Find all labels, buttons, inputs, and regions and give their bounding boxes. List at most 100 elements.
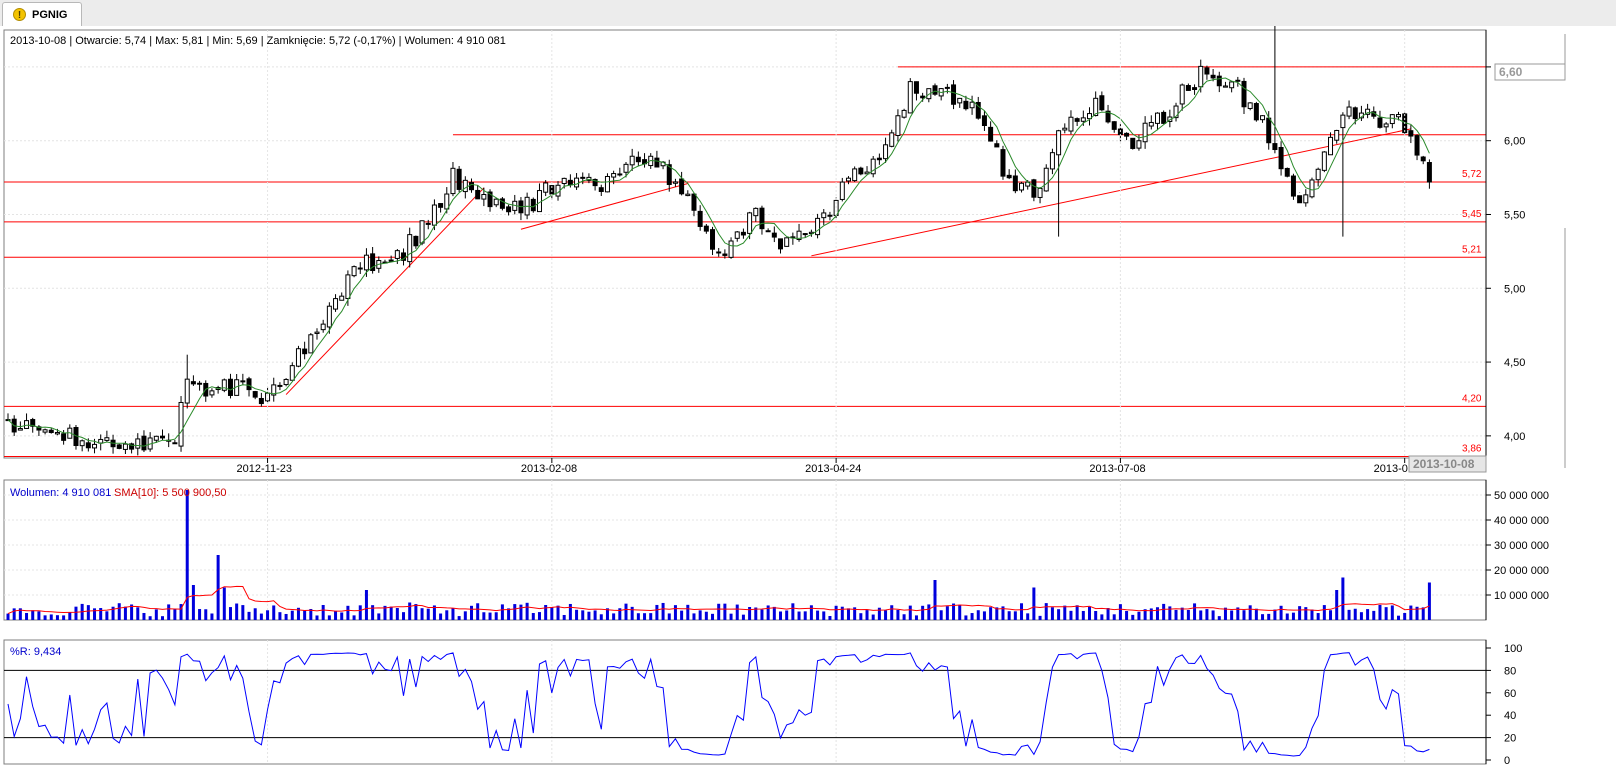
candle-body	[1377, 117, 1383, 128]
candle-body	[1043, 167, 1049, 192]
volume-bar	[327, 615, 331, 620]
volume-bar	[587, 611, 591, 620]
volume-bar	[1168, 606, 1172, 620]
candle-body	[845, 177, 851, 182]
volume-bar	[439, 613, 443, 620]
tab-pgnig[interactable]: ! PGNIG	[2, 2, 82, 26]
volume-bar	[123, 606, 127, 620]
candle-body	[30, 419, 36, 427]
candle-body	[36, 426, 42, 431]
volume-bar	[148, 616, 152, 620]
trend-line[interactable]	[811, 128, 1411, 257]
candle-body	[184, 378, 190, 404]
candle-body	[1031, 179, 1037, 198]
volume-bar	[537, 612, 541, 620]
volume-bar	[568, 603, 572, 620]
volume-bar	[846, 608, 850, 620]
volume-bar	[754, 607, 758, 620]
volume-bar	[49, 614, 53, 620]
williams-tick-label: 20	[1504, 733, 1516, 745]
candle-body	[1056, 130, 1062, 156]
volume-bar	[859, 613, 863, 620]
volume-bar	[303, 610, 307, 620]
candle-body	[487, 191, 493, 208]
volume-bar	[649, 613, 653, 620]
volume-bar	[581, 610, 585, 620]
volume-bar	[142, 612, 146, 620]
volume-bar	[1291, 612, 1295, 620]
trend-line[interactable]	[285, 187, 485, 395]
volume-bar	[1180, 607, 1184, 620]
candle-body	[1179, 84, 1185, 105]
date-tick-label: 2013-04-24	[805, 463, 861, 475]
candle-body	[370, 253, 376, 272]
volume-bar	[136, 607, 140, 620]
candle-body	[271, 384, 277, 396]
candle-body	[1315, 168, 1321, 181]
level-labels: 5,72 5,45 5,21 4,20 3,86	[1462, 169, 1482, 455]
williams-tick-label: 80	[1504, 665, 1516, 677]
volume-bar	[766, 605, 770, 620]
volume-bar	[624, 603, 628, 620]
candle-body	[98, 438, 104, 444]
candle-body	[975, 101, 981, 119]
volume-tick-label: 30 000 000	[1494, 540, 1549, 552]
candle-body	[988, 126, 994, 142]
volume-bar	[494, 612, 498, 620]
volume-bar	[414, 604, 418, 620]
volume-bar	[1162, 603, 1166, 620]
volume-bar	[630, 606, 634, 620]
williams-line	[7, 652, 1430, 757]
candle-body	[815, 217, 821, 236]
volume-grid	[4, 494, 1486, 596]
candle-body	[1408, 130, 1414, 137]
candle-body	[1328, 136, 1334, 156]
volume-bar	[704, 611, 708, 620]
volume-bar	[822, 611, 826, 620]
volume-bar	[1032, 587, 1036, 620]
volume-bar	[982, 611, 986, 620]
candle-body	[759, 207, 765, 230]
volume-bar	[278, 612, 282, 620]
candle-body	[870, 158, 876, 175]
candle-body	[1229, 81, 1235, 89]
volume-bar	[1044, 603, 1048, 620]
volume-bar	[816, 610, 820, 620]
chart-area[interactable]: 5,72 5,45 5,21 4,20 3,86 4,00 4,50 5,00 5,50 6,0…	[0, 26, 1616, 768]
volume-bar	[1347, 609, 1351, 620]
volume-bar	[1353, 608, 1357, 620]
volume-bar	[99, 608, 103, 620]
cursor-date-label: 2013-10-08	[1413, 457, 1475, 471]
volume-bar	[748, 607, 752, 620]
candle-body	[283, 378, 289, 386]
candle-body	[92, 443, 98, 449]
candle-body	[314, 331, 320, 334]
volume-bar	[785, 610, 789, 620]
volume-bar	[989, 607, 993, 620]
candle-body	[85, 442, 91, 449]
volume-bar	[1390, 605, 1394, 620]
candle-body	[747, 212, 753, 234]
volume-bar	[228, 607, 232, 620]
williams-tick-label: 40	[1504, 710, 1516, 722]
trend-line[interactable]	[520, 183, 688, 230]
volume-bars	[6, 490, 1431, 620]
candle-body	[1012, 175, 1018, 192]
volume-bar	[655, 604, 659, 620]
candle-body	[617, 173, 623, 176]
candle-body	[42, 429, 48, 433]
volume-bar	[1205, 609, 1209, 620]
volume-bar	[1341, 577, 1345, 620]
volume-bar	[772, 606, 776, 620]
candle-body	[994, 143, 1000, 148]
candle-body	[1087, 113, 1092, 120]
candle-body	[363, 254, 369, 271]
candle-body	[178, 401, 184, 447]
candle-body	[1334, 129, 1340, 141]
volume-bar	[1069, 610, 1073, 620]
candle-body	[469, 182, 474, 191]
volume-bar	[290, 610, 294, 620]
candle-body	[1426, 162, 1432, 183]
support-level-label: 5,45	[1462, 209, 1482, 220]
volume-bar	[482, 612, 486, 620]
